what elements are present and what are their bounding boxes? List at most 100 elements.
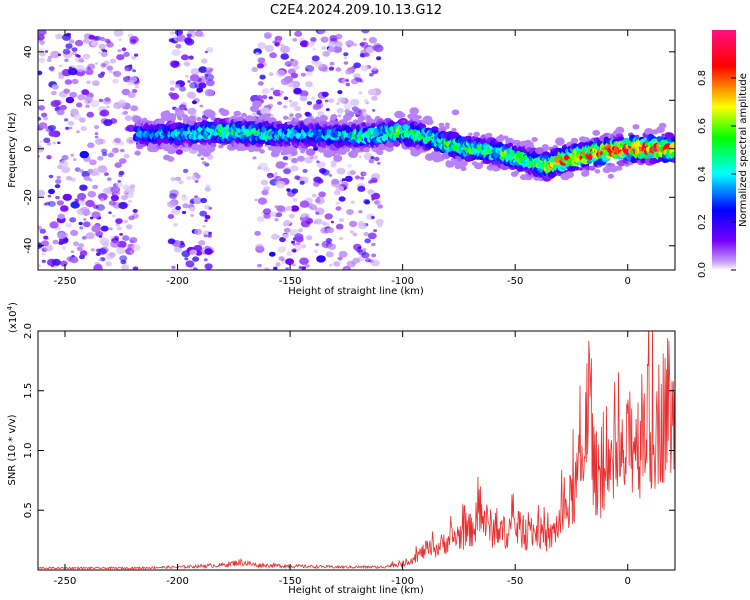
noise-cell (108, 252, 116, 258)
y-tick-label: -40 (23, 238, 34, 254)
noise-cell (74, 39, 84, 47)
noise-cell (58, 160, 69, 168)
bottom-x-axis-label: Height of straight line (km) (288, 585, 424, 596)
noise-cell (321, 46, 327, 50)
noise-cell (43, 235, 49, 240)
noise-cell (179, 86, 186, 92)
noise-cell (86, 111, 95, 118)
noise-cell (207, 234, 212, 238)
ridge-cell (333, 154, 343, 162)
noise-cell (193, 267, 198, 270)
x-tick-label: -150 (279, 276, 302, 287)
noise-cell (90, 100, 100, 108)
x-tick-label: -250 (54, 276, 77, 287)
noise-cell (187, 80, 191, 83)
noise-cell (353, 62, 362, 69)
noise-cell (104, 97, 111, 102)
noise-cell (109, 227, 113, 231)
noise-cell (119, 232, 123, 236)
noise-cell (255, 52, 260, 56)
noise-cell (205, 47, 214, 53)
noise-cell (62, 238, 69, 243)
noise-cell (357, 220, 365, 227)
noise-cell (335, 67, 342, 72)
noise-cell (104, 172, 109, 177)
noise-cell (132, 266, 139, 270)
noise-cell (98, 51, 102, 54)
noise-cell (167, 214, 175, 219)
noise-cell (123, 219, 129, 224)
noise-cell (39, 140, 43, 143)
noise-cell (371, 216, 375, 219)
noise-cell (276, 39, 281, 43)
noise-cell (128, 64, 133, 68)
noise-cell (75, 64, 85, 72)
noise-cell (292, 37, 298, 42)
noise-cell (269, 211, 277, 217)
noise-cell (101, 148, 108, 154)
noise-cell (129, 250, 134, 254)
noise-cell (131, 56, 137, 60)
noise-cell (363, 231, 370, 237)
noise-cell (54, 184, 61, 189)
noise-cell (316, 161, 326, 169)
ridge-cell (259, 149, 265, 154)
noise-cell (57, 141, 61, 145)
top-x-axis-label: Height of straight line (km) (288, 286, 424, 297)
noise-cell (64, 58, 69, 62)
ridge-cell (451, 127, 457, 133)
colorbar-gradient (712, 30, 736, 270)
noise-cell (364, 238, 371, 244)
noise-cell (127, 91, 136, 99)
noise-cell (195, 174, 201, 179)
noise-cell (79, 226, 84, 230)
noise-cell (175, 205, 182, 211)
noise-cell (343, 102, 352, 110)
noise-cell (200, 157, 205, 160)
noise-cell (85, 104, 90, 108)
noise-cell (187, 107, 197, 115)
noise-cell (368, 37, 377, 44)
ridge-cell (163, 110, 171, 115)
noise-cell (198, 66, 208, 73)
noise-cell (117, 180, 122, 183)
y-tick-label: 20 (23, 94, 34, 107)
noise-cell (170, 31, 175, 35)
noise-cell (57, 232, 66, 240)
ridge-cell (460, 166, 467, 172)
noise-cell (110, 186, 121, 194)
noise-cell (94, 81, 99, 86)
noise-cell (56, 200, 64, 206)
noise-cell (306, 101, 312, 106)
ridge-cell (357, 115, 366, 122)
noise-cell (98, 98, 104, 103)
noise-cell (252, 156, 257, 160)
noise-cell (276, 180, 286, 189)
noise-cell (99, 198, 105, 202)
noise-cell (170, 92, 180, 100)
noise-cell (58, 74, 65, 80)
colorbar: 0.0 0.2 0.4 0.6 0.8 Normalized spectral ampl… (697, 30, 749, 278)
ridge-cell (210, 142, 217, 148)
noise-cell (291, 263, 296, 267)
noise-cell (76, 102, 83, 108)
noise-cell (194, 179, 199, 183)
noise-cell (375, 218, 384, 226)
noise-cell (312, 155, 318, 160)
noise-cell (86, 80, 91, 84)
noise-cell (77, 94, 86, 101)
top-y-axis: -40 -20 0 20 40 (23, 45, 675, 254)
ridge-cell (343, 147, 350, 153)
noise-cell (270, 87, 275, 91)
noise-cell (291, 240, 295, 244)
noise-cell (41, 252, 46, 256)
noise-cell (256, 216, 265, 222)
noise-cell (367, 232, 377, 240)
noise-cell (119, 148, 125, 153)
noise-cell (359, 42, 365, 47)
noise-cell (168, 38, 175, 43)
noise-cell (61, 154, 69, 161)
noise-cell (50, 100, 60, 108)
noise-cell (182, 194, 186, 198)
noise-cell (335, 223, 344, 230)
